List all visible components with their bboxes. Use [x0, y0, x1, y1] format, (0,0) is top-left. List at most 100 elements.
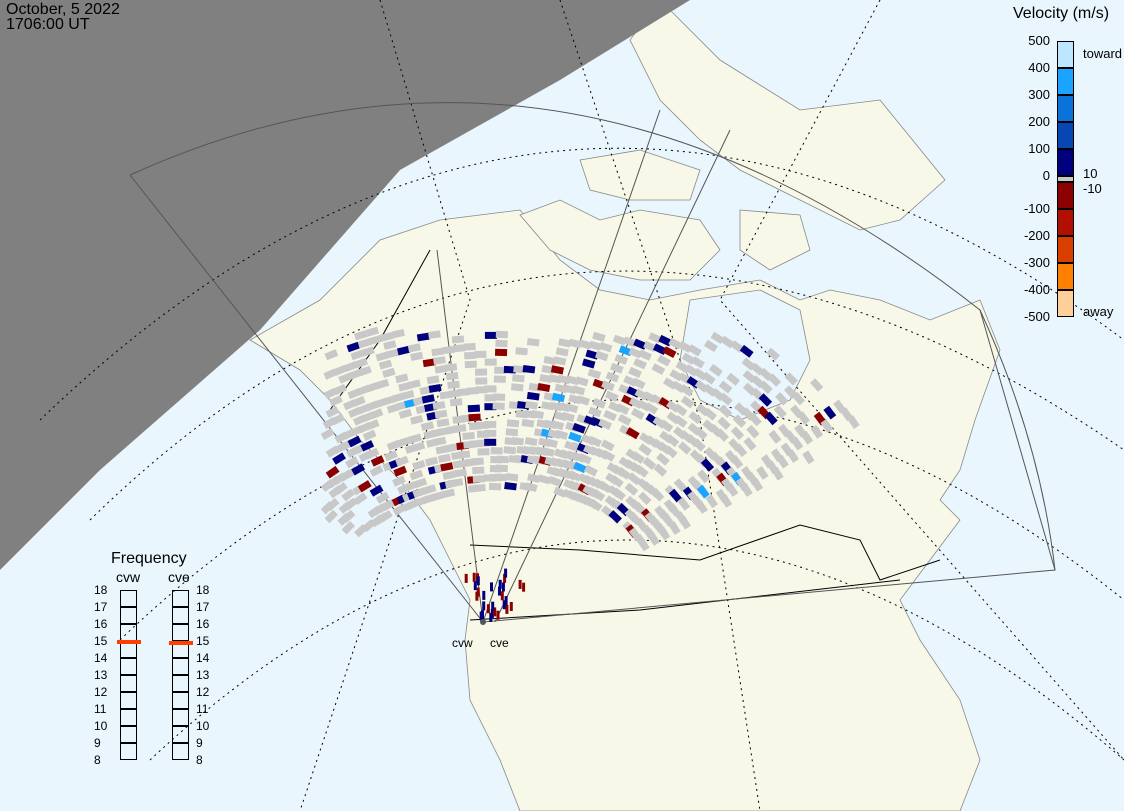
scatter-cell	[447, 380, 460, 389]
scatter-cell	[537, 383, 551, 392]
scatter-cell	[412, 459, 426, 471]
scatter-cell	[494, 348, 508, 357]
scatter-cell	[651, 363, 666, 376]
scatter-cell	[700, 458, 715, 472]
colorbar-side-label: 10	[1083, 166, 1098, 181]
frequency-tick: 18	[196, 583, 210, 597]
scatter-cell	[464, 360, 477, 369]
scatter-cell	[354, 330, 368, 341]
scatter-cell	[365, 419, 380, 431]
scatter-cell	[719, 493, 733, 508]
hudson-bay	[679, 289, 811, 421]
scatter-cell	[496, 455, 509, 464]
scatter-cell	[673, 403, 688, 417]
scatter-cell	[492, 402, 505, 410]
scatter-cell	[571, 385, 586, 396]
scatter-cell	[512, 374, 525, 383]
scatter-cell	[568, 338, 582, 349]
scatter-cell	[553, 356, 567, 366]
scatter-cell	[800, 430, 814, 445]
scatter-cell	[488, 482, 502, 491]
scatter-cell	[484, 331, 497, 339]
scatter-cell	[680, 395, 695, 409]
scatter-cell	[588, 406, 602, 418]
scatter-cell	[503, 573, 507, 583]
scatter-cell	[694, 426, 708, 440]
scatter-cell	[320, 428, 335, 441]
frequency-tick: 17	[94, 600, 108, 614]
colorbar-segment	[1057, 182, 1074, 209]
colorbar-tick: -200	[1023, 228, 1050, 243]
scatter-cell	[820, 419, 834, 433]
scatter-cell	[515, 347, 528, 356]
scatter-cell	[638, 491, 652, 506]
scatter-cell	[600, 439, 615, 452]
frequency-bin	[120, 726, 137, 743]
frequency-tick: 9	[196, 736, 203, 750]
scatter-cell	[473, 484, 486, 492]
scatter-cell	[332, 452, 346, 465]
scatter-cell	[484, 421, 497, 428]
scatter-cell	[764, 411, 778, 426]
scatter-cell	[369, 408, 384, 420]
scatter-cell	[341, 521, 356, 535]
scatter-cell	[351, 463, 366, 476]
scatter-cell	[715, 428, 729, 442]
scatter-cell	[554, 429, 569, 440]
scatter-cell	[467, 404, 481, 413]
scatter-cell	[588, 435, 602, 448]
scatter-cell	[703, 339, 718, 353]
scatter-cell	[603, 409, 617, 422]
scatter-cell	[486, 604, 490, 614]
scatter-cell	[510, 383, 524, 392]
date-label: October, 5 2022	[6, 1, 120, 18]
scatter-cell	[638, 349, 652, 361]
scatter-cell	[495, 330, 508, 339]
scatter-cell	[341, 509, 356, 523]
frequency-tick: 15	[94, 634, 108, 648]
scatter-cell	[612, 334, 627, 346]
frequency-bin	[172, 726, 189, 743]
scatter-cell	[708, 364, 723, 377]
scatter-cell	[494, 366, 507, 375]
scatter-cell	[494, 473, 508, 482]
scatter-cell	[756, 465, 769, 480]
frequency-tick: 10	[94, 719, 108, 733]
scatter-cell	[410, 414, 424, 425]
scatter-cell	[381, 498, 396, 511]
scatter-cell	[484, 385, 497, 393]
frequency-bin	[120, 607, 137, 624]
scatter-cell	[325, 406, 340, 418]
scatter-cell	[365, 447, 380, 460]
lat-lon-grid	[39, 0, 1124, 811]
scatter-cell	[578, 339, 592, 350]
scatter-cell	[484, 358, 497, 366]
frequency-marker-cve	[169, 640, 193, 645]
scatter-cell	[511, 436, 525, 446]
frequency-tick: 15	[196, 634, 210, 648]
scatter-cell	[631, 377, 646, 390]
scatter-cell	[421, 394, 435, 404]
scatter-cell	[449, 398, 463, 407]
colorbar-side-label: toward	[1083, 46, 1123, 61]
scatter-cell	[746, 424, 760, 439]
colorbar-tick: 500	[1028, 33, 1050, 48]
scatter-cell	[651, 487, 665, 502]
scatter-cell	[496, 610, 500, 620]
scatter-cell	[424, 456, 439, 467]
scatter-cell	[575, 376, 589, 387]
scatter-cell	[357, 480, 372, 493]
scatter-cell	[679, 384, 694, 397]
scatter-cell	[726, 372, 741, 386]
scatter-cell	[659, 419, 674, 433]
scatter-cell	[500, 591, 504, 601]
scatter-cell	[791, 391, 806, 406]
scatter-cell	[350, 349, 365, 361]
colorbar-side-label: -10	[1083, 181, 1102, 196]
frequency-tick: 13	[94, 668, 108, 682]
scatter-cell	[673, 415, 688, 428]
freq-radar-label-cvw: cvw	[116, 569, 141, 585]
frequency-tick: 8	[196, 753, 203, 767]
scatter-cell	[551, 392, 566, 403]
scatter-cell	[547, 475, 562, 487]
